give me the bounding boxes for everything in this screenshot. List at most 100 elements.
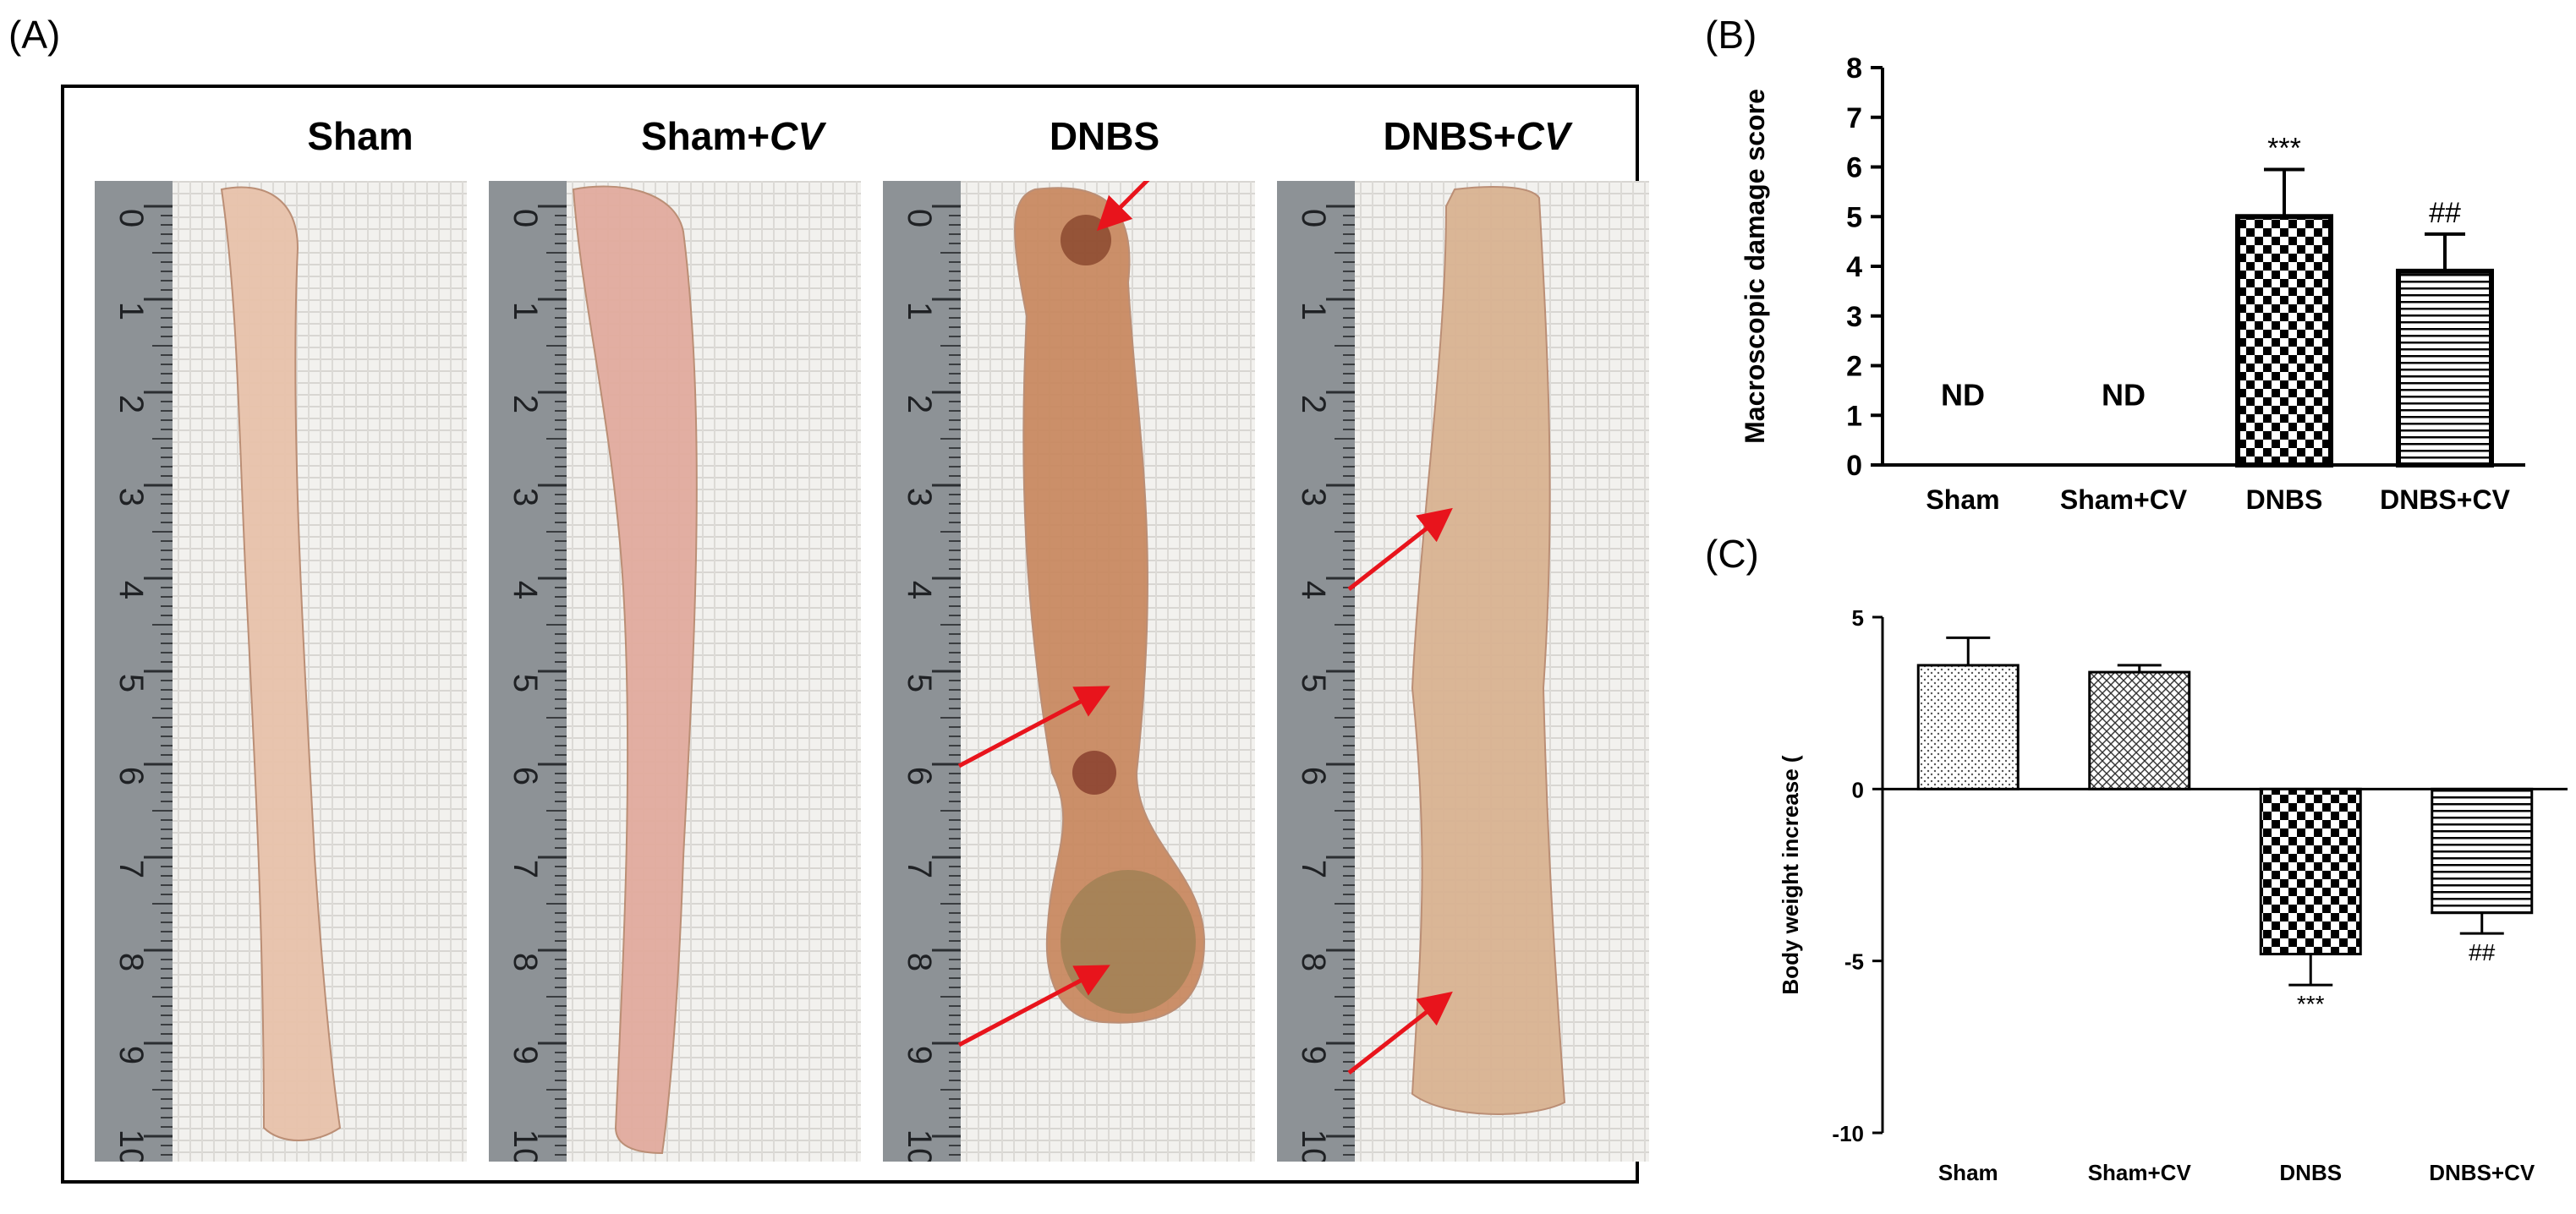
- y-tick-label: -5: [1844, 949, 1864, 975]
- ruler-tick-label: 2: [507, 395, 544, 413]
- red-arrow: [1096, 181, 1150, 232]
- x-tick-label: Sham+CV: [2060, 484, 2188, 515]
- y-tick-label: 3: [1846, 301, 1862, 333]
- colon-photo-sham-cv: 0 1 2 3 4 5 6 7 8 9 10: [489, 181, 861, 1162]
- lesion-spot: [1072, 751, 1116, 795]
- photo-title-dnbs-cv: DNBS+CV: [1383, 114, 1570, 158]
- bar-label-nd: ND: [1941, 378, 1985, 413]
- significance-marker: ##: [2429, 197, 2461, 229]
- red-arrow: [957, 686, 1110, 768]
- ruler-tick-label: 5: [112, 674, 150, 692]
- ruler-tick-label: 0: [507, 209, 544, 227]
- ruler-tick-label: 0: [112, 209, 150, 227]
- ruler-tick-label: 8: [901, 953, 938, 971]
- ruler-tick-label: 3: [507, 488, 544, 506]
- ruler-tick-label: 2: [112, 395, 150, 413]
- colon-photo-dnbs: 0 1 2 3 4 5 6 7 8 9 10: [883, 181, 1255, 1162]
- y-tick-label: 6: [1846, 152, 1862, 184]
- y-tick-label: 0: [1846, 450, 1862, 482]
- ruler-tick-label: 1: [1295, 302, 1332, 320]
- colon-tissue: [220, 186, 342, 1141]
- ruler-tick-label: 7: [112, 860, 150, 878]
- bar-sham: [1916, 664, 2020, 790]
- bar-dnbs-cv: [2431, 787, 2534, 915]
- ruler-tick-label: 0: [1295, 209, 1332, 227]
- y-axis-label: Macroscopic damage score: [1740, 89, 1770, 444]
- lesion-spot: [1061, 870, 1196, 1014]
- colon-photo-sham: 0 1 2 3 4 5 6 7 8 9 10: [95, 181, 467, 1162]
- colon-tissue: [1014, 187, 1206, 1024]
- x-tick-label: Sham+CV: [2088, 1160, 2192, 1185]
- bar-sham-cv: [2088, 670, 2191, 790]
- x-tick-label: DNBS+CV: [2380, 484, 2510, 515]
- significance-marker: ***: [2297, 991, 2325, 1017]
- panel-label-b: (B): [1705, 13, 1757, 57]
- ruler-tick-label: 5: [901, 674, 938, 692]
- bar-dnbs: [2235, 214, 2333, 468]
- ruler-tick-label: 10: [112, 1129, 150, 1162]
- bar-dnbs-cv: [2396, 268, 2494, 468]
- bar-label-nd: ND: [2102, 378, 2146, 413]
- ruler-tick-label: 4: [112, 581, 150, 599]
- y-tick-label: 8: [1846, 52, 1862, 85]
- significance-marker: ##: [2469, 939, 2496, 965]
- ruler-tick-label: 3: [112, 488, 150, 506]
- ruler-tick-label: 6: [1295, 767, 1332, 785]
- y-tick-label: -10: [1832, 1121, 1864, 1146]
- ruler-tick-label: 7: [901, 860, 938, 878]
- ruler-tick-label: 1: [901, 302, 938, 320]
- ruler-tick-label: 2: [901, 395, 938, 413]
- significance-marker: ***: [2267, 132, 2301, 164]
- colon-photo-panel: Sham Sham+CV DNBS DNBS+CV 0 1 2 3 4 5 6 7 8 9 10 0…: [61, 85, 1649, 1184]
- red-arrow: [1347, 507, 1453, 591]
- ruler-tick-label: 8: [507, 953, 544, 971]
- colon-tissue: [572, 185, 698, 1155]
- ruler-tick-label: 1: [112, 302, 150, 320]
- ruler-tick-label: 3: [1295, 488, 1332, 506]
- ruler-tick-label: 6: [901, 767, 938, 785]
- ruler-tick-label: 0: [901, 209, 938, 227]
- ruler-tick-label: 6: [507, 767, 544, 785]
- ruler-tick-label: 8: [1295, 953, 1332, 971]
- red-arrow: [1347, 991, 1453, 1075]
- ruler-tick-label: 10: [901, 1129, 938, 1162]
- ruler-tick-label: 4: [901, 581, 938, 599]
- x-tick-label: Sham: [1926, 484, 1999, 515]
- y-tick-label: 5: [1852, 605, 1864, 631]
- x-tick-label: Sham: [1938, 1160, 1998, 1185]
- bar-dnbs: [2259, 787, 2362, 956]
- photo-title-dnbs: DNBS: [1049, 114, 1160, 158]
- ruler-tick-label: 7: [507, 860, 544, 878]
- ruler-tick-label: 4: [1295, 581, 1332, 599]
- ruler-tick-label: 10: [1295, 1129, 1332, 1162]
- y-tick-label: 1: [1846, 400, 1862, 432]
- photo-title-sham-cv: Sham+CV: [640, 114, 825, 158]
- ruler-tick-label: 8: [112, 953, 150, 971]
- ruler-tick-label: 9: [1295, 1046, 1332, 1064]
- x-tick-label: DNBS: [2279, 1160, 2342, 1185]
- red-arrow: [957, 965, 1110, 1047]
- ruler-tick-label: 4: [507, 581, 544, 599]
- x-tick-label: DNBS+CV: [2429, 1160, 2535, 1185]
- ruler-tick-label: 2: [1295, 395, 1332, 413]
- ruler-tick-label: 5: [507, 674, 544, 692]
- y-tick-label: 0: [1852, 777, 1864, 802]
- panel-label-a: (A): [8, 13, 61, 57]
- y-tick-label: 7: [1846, 102, 1862, 134]
- ruler-tick-label: 1: [507, 302, 544, 320]
- x-tick-label: DNBS: [2246, 484, 2323, 515]
- y-tick-label: 2: [1846, 351, 1862, 383]
- colon-tissue: [1411, 186, 1566, 1115]
- ruler-tick-label: 5: [1295, 674, 1332, 692]
- colon-photo-dnbs-cv: 0 1 2 3 4 5 6 7 8 9 10: [1277, 181, 1649, 1162]
- ruler-tick-label: 7: [1295, 860, 1332, 878]
- ruler-tick-label: 9: [507, 1046, 544, 1064]
- ruler-tick-label: 10: [507, 1129, 544, 1162]
- ruler-tick-label: 9: [901, 1046, 938, 1064]
- y-axis-label: Body weight increase (: [1778, 755, 1803, 995]
- ruler-tick-label: 6: [112, 767, 150, 785]
- chart-macroscopic-damage: 0 1 2 3 4 5 6 7 8 Macroscopic damage score ND Sham N…: [1740, 52, 2525, 515]
- chart-body-weight: 5 0 -5 -10 Body weight increase ( Sham Sham+CV…: [1778, 605, 2568, 1185]
- ruler-tick-label: 9: [112, 1046, 150, 1064]
- photo-title-sham: Sham: [307, 114, 414, 158]
